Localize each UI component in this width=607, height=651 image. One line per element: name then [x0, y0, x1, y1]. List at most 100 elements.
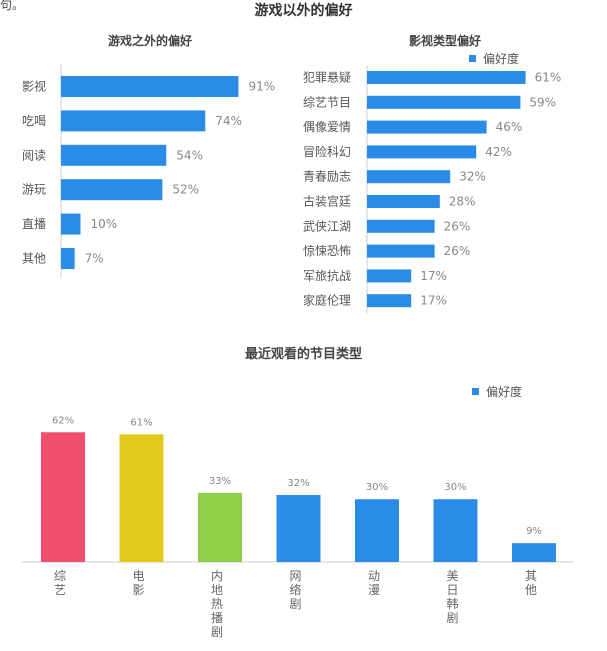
chart1-value-label: 91%	[248, 80, 275, 94]
chart3-category-label: 网络剧	[289, 569, 301, 611]
chart3-category-char: 韩	[446, 596, 458, 611]
chart1-value-label: 7%	[85, 252, 104, 266]
chart3-bar	[276, 495, 321, 562]
chart3-value-label: 62%	[52, 415, 74, 426]
chart2-category-label: 综艺节目	[303, 95, 351, 109]
chart1-value-label: 52%	[172, 183, 199, 197]
chart1-category-label: 影视	[22, 79, 46, 94]
chart3-category-char: 播	[211, 611, 223, 625]
chart1-category-label: 吃喝	[22, 114, 46, 128]
chart2-bar	[367, 145, 477, 159]
chart2-value-label: 26%	[444, 219, 471, 233]
chart3-category-char: 他	[525, 583, 537, 597]
chart2-value-label: 28%	[449, 195, 476, 209]
chart1-value-label: 10%	[91, 217, 118, 231]
chart3-value-label: 32%	[287, 478, 309, 489]
chart2-title: 影视类型偏好	[408, 34, 481, 48]
chart3-bar	[433, 499, 478, 562]
chart2-legend-swatch	[469, 55, 476, 62]
chart3-svg: 偏好度62%综艺61%电影33%内地热播剧32%网络剧30%动漫30%美日韩剧9…	[22, 384, 573, 639]
chart3-category-label: 综艺	[54, 569, 66, 597]
chart1-title: 游戏之外的偏好	[107, 34, 192, 48]
chart2-category-label: 武侠江湖	[303, 218, 351, 233]
chart1-value-label: 54%	[176, 148, 203, 162]
chart1-category-label: 其他	[22, 252, 46, 266]
chart3-legend-swatch	[472, 388, 479, 395]
chart3-category-char: 其	[525, 569, 537, 583]
chart3-category-char: 剧	[211, 625, 223, 639]
chart3-category-char: 综	[54, 569, 66, 583]
chart3-bar	[119, 434, 164, 562]
chart2-bar	[367, 170, 451, 184]
chart3-value-label: 9%	[526, 526, 542, 537]
chart2-category-label: 军旅抗战	[303, 268, 351, 283]
chart3-value-label: 30%	[366, 482, 388, 493]
chart1-svg: 影视 91% 吃喝 74% 阅读 54% 游玩 52% 直播 10% 其他 7%	[22, 64, 275, 277]
chart3-category-char: 美	[446, 569, 458, 583]
chart3-bar	[512, 543, 556, 562]
chart3-category-label: 电影	[132, 569, 144, 597]
chart3-category-char: 电	[132, 569, 144, 583]
chart2-category-label: 冒险科幻	[303, 144, 351, 159]
chart2-value-label: 32%	[459, 170, 486, 184]
chart3-bar	[355, 499, 399, 562]
chart2-legend-label: 偏好度	[483, 51, 519, 66]
chart1-bar	[61, 213, 81, 235]
chart2-category-label: 犯罪悬疑	[303, 70, 351, 85]
chart3-category-char: 网	[289, 569, 301, 583]
chart2-bar	[367, 195, 440, 208]
chart1-bar	[61, 76, 239, 97]
chart3-category-char: 艺	[54, 583, 66, 597]
chart1-bar	[61, 144, 167, 166]
chart2-value-label: 26%	[444, 244, 471, 258]
chart2-value-label: 61%	[535, 71, 562, 85]
chart3-category-char: 影	[132, 583, 144, 597]
chart3-legend-label: 偏好度	[486, 384, 522, 399]
chart3-value-label: 61%	[130, 417, 152, 428]
chart3-category-char: 动	[368, 569, 380, 583]
chart3-category-label: 内地热播剧	[211, 569, 223, 639]
chart2-value-label: 46%	[496, 120, 523, 134]
chart2-category-label: 古装宫廷	[303, 194, 351, 209]
cropped-caption-text: 句。	[0, 0, 25, 12]
chart2-bar	[367, 269, 412, 283]
chart2-bar	[367, 219, 435, 233]
chart2-category-label: 青春励志	[303, 170, 351, 184]
chart2-category-label: 家庭伦理	[303, 293, 351, 308]
chart2-value-label: 59%	[529, 95, 556, 109]
chart3-category-char: 漫	[368, 583, 380, 597]
chart1-category-label: 游玩	[22, 183, 46, 197]
chart1-bar	[61, 110, 206, 132]
chart3-category-label: 美日韩剧	[446, 569, 458, 625]
chart3-category-label: 动漫	[368, 569, 380, 597]
chart3-bar	[198, 492, 242, 562]
chart1-bar	[61, 179, 163, 201]
chart3-category-char: 络	[289, 582, 301, 597]
chart3-category-char: 热	[211, 597, 223, 611]
chart2-bar	[367, 71, 526, 84]
chart3-value-label: 30%	[444, 482, 466, 493]
chart1-category-label: 阅读	[22, 148, 46, 162]
chart3-category-char: 内	[211, 569, 223, 583]
chart3-category-char: 地	[211, 583, 223, 597]
chart3-category-char: 剧	[289, 597, 301, 611]
main-title: 游戏以外的偏好	[254, 3, 353, 19]
chart3-category-label: 其他	[525, 569, 537, 597]
chart1-category-label: 直播	[22, 217, 46, 231]
chart2-value-label: 17%	[420, 294, 447, 308]
chart3-category-char: 日	[446, 583, 458, 597]
chart1-value-label: 74%	[215, 114, 242, 128]
chart2-bar	[367, 95, 521, 109]
chart3-title: 最近观看的节目类型	[244, 347, 362, 362]
chart2-category-label: 惊悚恐怖	[303, 243, 351, 258]
chart3-category-char: 剧	[446, 611, 458, 625]
chart2-bar	[367, 120, 487, 134]
chart2-value-label: 42%	[485, 145, 512, 159]
chart3-value-label: 33%	[209, 476, 231, 487]
chart2-value-label: 17%	[420, 269, 447, 283]
chart2-bar	[367, 244, 435, 258]
chart2-bar	[367, 294, 412, 308]
chart3-bar	[41, 432, 85, 562]
chart1-bar	[61, 248, 75, 269]
